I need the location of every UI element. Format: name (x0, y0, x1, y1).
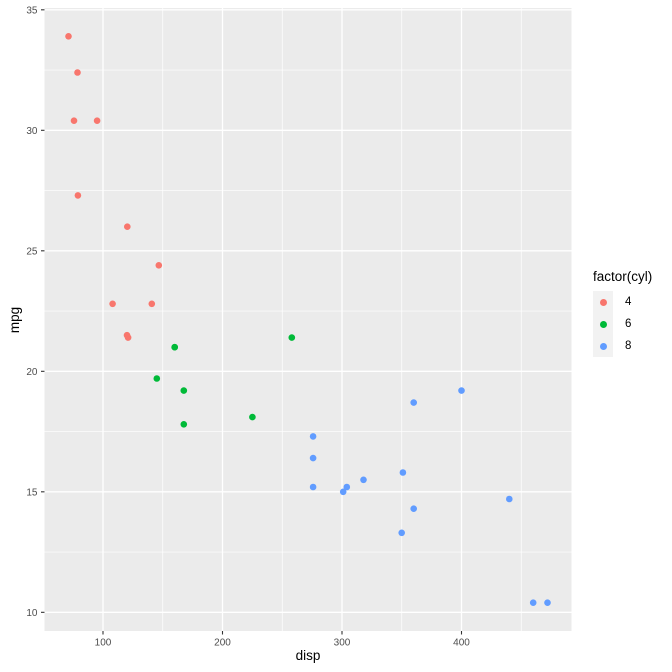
legend: factor(cyl) 4 6 8 (593, 269, 652, 357)
y-tick-label: 25 (26, 246, 38, 257)
data-point-cyl-8 (410, 505, 418, 512)
data-point-cyl-6 (153, 375, 161, 382)
data-point-cyl-6 (180, 421, 188, 428)
legend-label: 4 (625, 296, 632, 308)
legend-key (593, 335, 613, 357)
data-point-cyl-4 (93, 117, 101, 124)
x-tick-label: 300 (334, 638, 351, 649)
legend-key (593, 291, 613, 313)
y-tick-label: 30 (26, 126, 38, 137)
data-point-cyl-4 (74, 69, 81, 76)
legend-entry: 4 (593, 291, 652, 313)
data-point-cyl-8 (343, 483, 351, 491)
data-point-cyl-4 (109, 300, 116, 308)
data-point-cyl-4 (155, 262, 163, 269)
data-point-cyl-6 (249, 413, 256, 421)
data-point-cyl-8 (309, 433, 317, 440)
plot-panel (44, 8, 572, 631)
legend-label: 6 (625, 318, 632, 330)
y-tick-label: 15 (26, 487, 38, 498)
data-point-cyl-6 (288, 334, 296, 341)
y-axis-title: mpg (7, 306, 22, 334)
x-tick-label: 400 (453, 638, 470, 649)
data-point-cyl-8 (309, 483, 317, 491)
data-point-cyl-6 (180, 387, 188, 394)
data-point-cyl-4 (148, 300, 156, 308)
data-point-cyl-8 (339, 488, 347, 496)
legend-point-icon (599, 320, 607, 328)
data-point-cyl-8 (544, 599, 551, 606)
legend-label: 8 (625, 340, 632, 352)
data-point-cyl-4 (74, 192, 82, 199)
legend-entry: 6 (593, 313, 652, 335)
legend-point-icon (599, 298, 607, 306)
y-tick-label: 10 (26, 608, 38, 619)
data-point-cyl-8 (458, 387, 465, 394)
y-tick-label: 35 (26, 5, 38, 16)
data-point-cyl-8 (529, 599, 537, 606)
data-point-cyl-4 (65, 33, 72, 40)
data-point-cyl-8 (399, 469, 407, 476)
legend-key (593, 313, 613, 335)
data-point-cyl-8 (398, 529, 406, 537)
data-point-cyl-6 (171, 343, 178, 351)
data-point-cyl-8 (410, 399, 418, 406)
data-point-cyl-8 (309, 454, 317, 462)
legend-point-icon (599, 342, 607, 350)
data-point-cyl-8 (506, 495, 513, 503)
data-point-cyl-4 (124, 223, 131, 230)
x-tick-label: 200 (214, 638, 231, 649)
data-point-cyl-8 (360, 476, 367, 484)
legend-entry: 8 (593, 335, 652, 357)
legend-items: 4 6 8 (593, 291, 652, 357)
data-point-cyl-4 (124, 334, 132, 341)
x-tick-label: 100 (95, 638, 112, 649)
x-axis-title: disp (295, 648, 321, 663)
legend-title: factor(cyl) (593, 269, 653, 284)
y-tick-label: 20 (26, 367, 38, 378)
data-point-cyl-4 (70, 117, 78, 124)
